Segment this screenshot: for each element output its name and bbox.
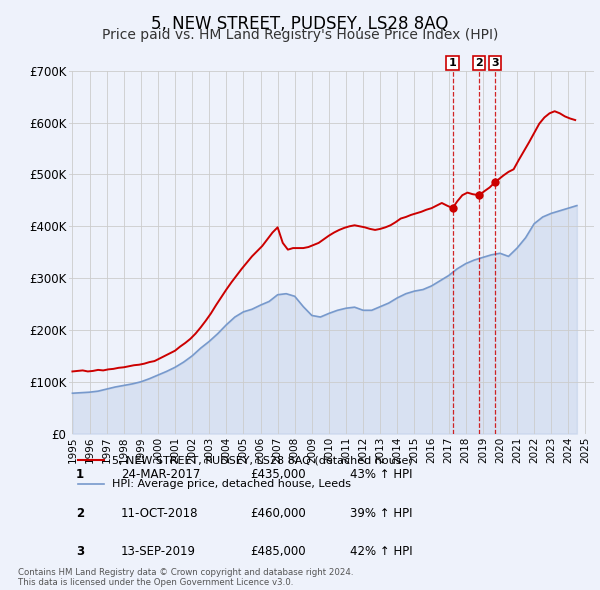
- Text: 39% ↑ HPI: 39% ↑ HPI: [350, 507, 412, 520]
- Text: 5, NEW STREET, PUDSEY, LS28 8AQ: 5, NEW STREET, PUDSEY, LS28 8AQ: [151, 15, 449, 33]
- Text: £485,000: £485,000: [250, 545, 306, 558]
- Text: 11-OCT-2018: 11-OCT-2018: [121, 507, 199, 520]
- Text: 42% ↑ HPI: 42% ↑ HPI: [350, 545, 412, 558]
- Text: 3: 3: [76, 545, 84, 558]
- Text: HPI: Average price, detached house, Leeds: HPI: Average price, detached house, Leed…: [112, 478, 351, 489]
- Text: 1: 1: [449, 58, 457, 68]
- Text: Contains HM Land Registry data © Crown copyright and database right 2024.
This d: Contains HM Land Registry data © Crown c…: [18, 568, 353, 587]
- Text: 5, NEW STREET, PUDSEY, LS28 8AQ (detached house): 5, NEW STREET, PUDSEY, LS28 8AQ (detache…: [112, 455, 413, 466]
- Text: 3: 3: [491, 58, 499, 68]
- Text: 1: 1: [76, 468, 84, 481]
- Text: 43% ↑ HPI: 43% ↑ HPI: [350, 468, 412, 481]
- Text: £460,000: £460,000: [250, 507, 306, 520]
- Text: Price paid vs. HM Land Registry's House Price Index (HPI): Price paid vs. HM Land Registry's House …: [102, 28, 498, 42]
- Text: 13-SEP-2019: 13-SEP-2019: [121, 545, 196, 558]
- Text: 24-MAR-2017: 24-MAR-2017: [121, 468, 200, 481]
- Text: £435,000: £435,000: [250, 468, 306, 481]
- Text: 2: 2: [76, 507, 84, 520]
- Text: 2: 2: [475, 58, 483, 68]
